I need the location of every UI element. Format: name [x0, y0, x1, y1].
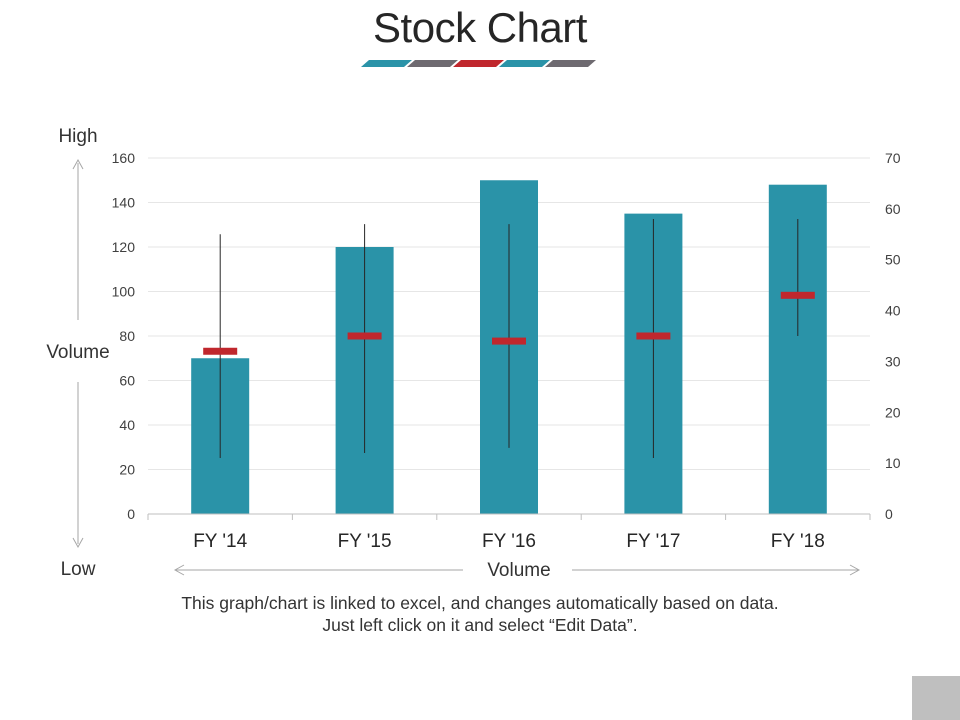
y-axis-volume-label: Volume — [46, 342, 109, 363]
right-tick-label: 10 — [885, 455, 901, 471]
right-axis-ticks: 0 10 20 30 40 50 60 70 — [885, 150, 901, 522]
category-label: FY '17 — [626, 531, 680, 552]
decor-segment — [499, 60, 550, 67]
left-tick-label: 100 — [112, 284, 136, 300]
close-marker — [780, 291, 815, 299]
decor-segment — [453, 60, 504, 67]
left-tick-label: 20 — [119, 462, 135, 478]
left-tick-label: 0 — [127, 506, 135, 522]
close-marker — [492, 337, 526, 345]
right-arrowhead — [849, 564, 861, 576]
left-tick-label: 60 — [119, 373, 135, 389]
left-tick-label: 160 — [112, 150, 136, 166]
close-marker — [347, 332, 382, 340]
axes — [147, 513, 871, 520]
left-tick-label: 80 — [119, 328, 135, 344]
left-tick-label: 40 — [119, 417, 135, 433]
right-tick-label: 30 — [885, 353, 901, 369]
left-arrowhead — [173, 564, 185, 576]
right-tick-label: 40 — [885, 303, 901, 319]
category-label: FY '14 — [193, 531, 247, 552]
right-tick-label: 70 — [885, 150, 901, 166]
right-tick-label: 20 — [885, 404, 901, 420]
axis-arrows — [72, 158, 861, 576]
left-axis-ticks: 0 20 40 60 80 100 120 140 160 — [112, 150, 136, 522]
right-tick-label: 0 — [885, 506, 893, 522]
corner-box — [912, 676, 960, 720]
x-axis-volume-label: Volume — [487, 560, 550, 581]
category-label: FY '18 — [771, 531, 825, 552]
left-tick-label: 120 — [112, 239, 136, 255]
high-label: High — [58, 126, 97, 147]
close-marker — [203, 347, 238, 355]
right-tick-label: 60 — [885, 201, 901, 217]
title-decoration — [361, 60, 596, 67]
right-tick-label: 50 — [885, 252, 901, 268]
category-label: FY '16 — [482, 531, 536, 552]
decor-segment — [361, 60, 412, 67]
decor-segment — [407, 60, 458, 67]
high-arrowhead — [72, 158, 84, 170]
low-label: Low — [61, 559, 96, 580]
volume-bars — [191, 180, 827, 514]
category-labels: FY '14 FY '15 FY '16 FY '17 FY '18 — [193, 531, 825, 552]
decor-segment — [545, 60, 596, 67]
close-markers — [203, 291, 815, 355]
page-title: Stock Chart — [373, 4, 587, 51]
close-marker — [636, 332, 671, 340]
left-tick-label: 140 — [112, 195, 136, 211]
category-label: FY '15 — [338, 531, 392, 552]
chart-caption: This graph/chart is linked to excel, and… — [181, 593, 779, 635]
low-arrowhead — [72, 537, 84, 549]
